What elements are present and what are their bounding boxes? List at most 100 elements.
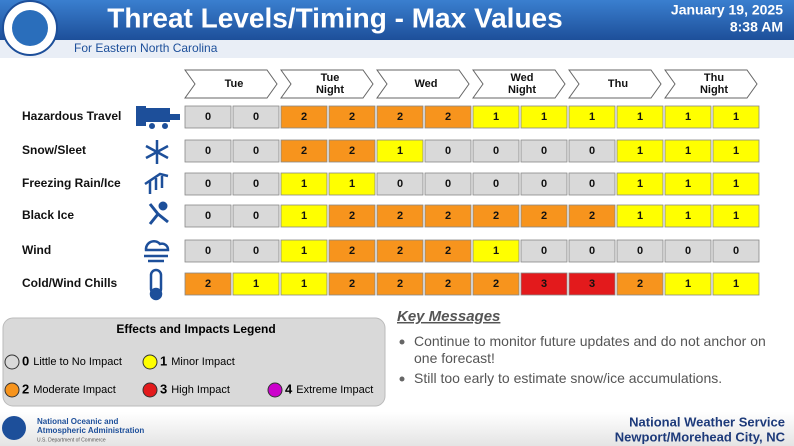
cell-value: 1 (589, 111, 595, 123)
icon-snowflake (145, 140, 169, 164)
cell-value: 1 (493, 245, 499, 257)
cell-bg (664, 139, 712, 163)
cell-bg (184, 204, 232, 228)
cell-value: 0 (205, 178, 211, 190)
period-chevron (664, 69, 758, 99)
agency-line1: National Oceanic and (37, 417, 118, 426)
cell-value: 2 (541, 210, 547, 222)
cell-value: 0 (685, 245, 691, 257)
period-chevron (472, 69, 566, 99)
legend-value: 1 (160, 353, 167, 368)
cell-bg (520, 105, 568, 129)
period-chevron (184, 69, 278, 99)
cell-value: 0 (589, 145, 595, 157)
cell-value: 0 (253, 210, 259, 222)
cell-value: 0 (589, 178, 595, 190)
cell-bg (376, 204, 424, 228)
cell-value: 0 (493, 178, 499, 190)
cell-bg (328, 204, 376, 228)
legend-label: High Impact (171, 384, 230, 396)
cell-value: 2 (301, 145, 307, 157)
cell-bg (232, 172, 280, 196)
legend-label: Minor Impact (171, 356, 235, 368)
cell-bg (664, 105, 712, 129)
cell-value: 1 (685, 111, 691, 123)
icon-slip (148, 201, 169, 225)
cell-bg (616, 204, 664, 228)
cell-value: 1 (685, 178, 691, 190)
cell-bg (568, 139, 616, 163)
cell-bg (232, 239, 280, 263)
cell-value: 0 (253, 178, 259, 190)
cell-bg (472, 204, 520, 228)
cell-value: 1 (301, 210, 307, 222)
banner (0, 0, 794, 40)
cell-value: 0 (205, 210, 211, 222)
office-line1: National Weather Service (629, 414, 785, 429)
cell-bg (424, 139, 472, 163)
cell-bg (280, 172, 328, 196)
subtitle-band (0, 40, 794, 58)
cell-value: 1 (733, 210, 739, 222)
cell-value: 0 (205, 111, 211, 123)
subtitle: For Eastern North Carolina (74, 41, 218, 55)
cell-value: 0 (445, 145, 451, 157)
cell-bg (616, 139, 664, 163)
cell-value: 0 (397, 178, 403, 190)
cell-value: 0 (541, 245, 547, 257)
cell-value: 1 (733, 145, 739, 157)
legend-label: Extreme Impact (296, 384, 373, 396)
cell-bg (376, 139, 424, 163)
cell-value: 1 (253, 278, 259, 290)
cell-value: 1 (685, 210, 691, 222)
cell-value: 0 (253, 145, 259, 157)
cell-value: 0 (493, 145, 499, 157)
cell-value: 1 (301, 245, 307, 257)
icon-thermometer (149, 268, 163, 301)
nws-logo-inner (12, 10, 48, 46)
cell-value: 1 (301, 178, 307, 190)
cell-bg (472, 139, 520, 163)
agency-line2: Atmospheric Administration (37, 426, 144, 435)
period-label: Thu Night (700, 72, 728, 96)
cell-bg (280, 272, 328, 296)
legend-swatch (142, 382, 158, 398)
cell-bg (664, 272, 712, 296)
cell-bg (424, 272, 472, 296)
legend-value: 0 (22, 353, 29, 368)
cell-value: 2 (301, 111, 307, 123)
noaa-logo (2, 416, 26, 440)
row-label: Cold/Wind Chills (22, 276, 118, 290)
cell-bg (232, 139, 280, 163)
cell-bg (568, 272, 616, 296)
cell-bg (424, 172, 472, 196)
cell-bg (520, 204, 568, 228)
legend-label: Little to No Impact (33, 356, 122, 368)
period-label: Thu (608, 78, 628, 90)
cell-bg (424, 105, 472, 129)
cell-value: 3 (589, 278, 595, 290)
cell-bg (328, 105, 376, 129)
period-label: Wed (414, 78, 437, 90)
cell-bg (616, 272, 664, 296)
cell-bg (568, 105, 616, 129)
key-message: Still too early to estimate snow/ice acc… (414, 370, 722, 386)
bullet (399, 376, 405, 382)
cell-value: 2 (349, 278, 355, 290)
cell-value: 1 (733, 178, 739, 190)
cell-bg (616, 172, 664, 196)
cell-bg (184, 105, 232, 129)
legend-title: Effects and Impacts Legend (116, 322, 275, 336)
cell-value: 0 (253, 245, 259, 257)
cell-value: 2 (445, 278, 451, 290)
cell-value: 2 (637, 278, 643, 290)
bullet (399, 339, 405, 345)
legend-value: 2 (22, 381, 29, 396)
period-chevron (280, 69, 374, 99)
cell-bg (328, 239, 376, 263)
cell-value: 2 (589, 210, 595, 222)
cell-bg (616, 239, 664, 263)
cell-value: 2 (397, 245, 403, 257)
cell-bg (376, 272, 424, 296)
office-line2: Newport/Morehead City, NC (615, 429, 786, 444)
